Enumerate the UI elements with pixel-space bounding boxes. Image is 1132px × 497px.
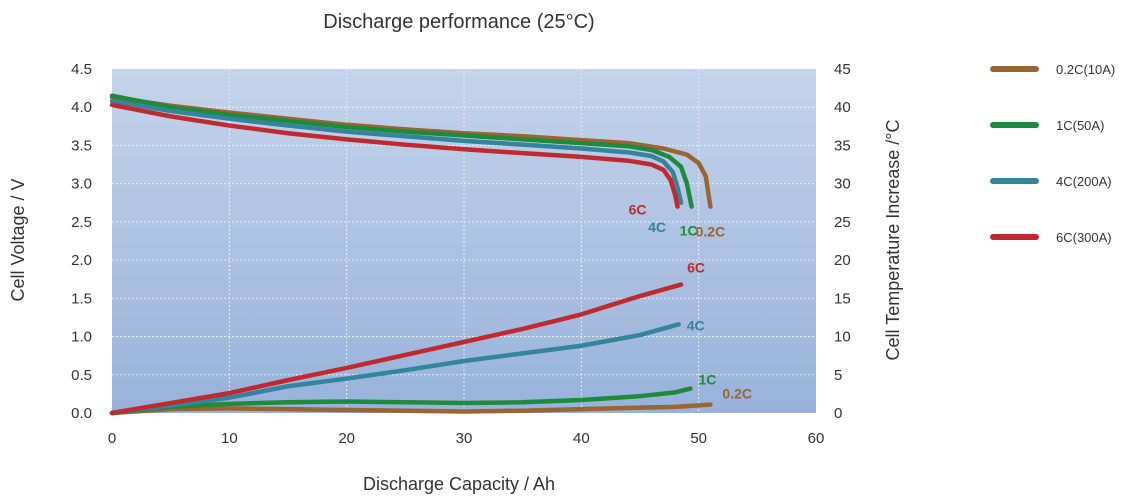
x-tick-label: 0 <box>108 430 116 447</box>
legend-label: 4C(200A) <box>1056 174 1112 189</box>
temperature-line-6c-300a <box>109 282 684 416</box>
right-tick-label: 25 <box>834 214 851 231</box>
left-tick-label: 1.5 <box>71 290 92 307</box>
x-tick-label: 30 <box>456 430 473 447</box>
legend-label: 0.2C(10A) <box>1056 62 1115 77</box>
temperature-line-1c-50a <box>109 386 693 416</box>
right-tick-label: 45 <box>834 61 851 78</box>
chart-title: Discharge performance (25°C) <box>323 11 594 33</box>
x-tick-label: 50 <box>690 430 707 447</box>
voltage-line-0-2c-10a <box>109 95 713 209</box>
left-tick-label: 4.5 <box>71 61 92 78</box>
temperature-line-4c-200a <box>109 322 681 416</box>
right-tick-label: 10 <box>834 329 851 346</box>
voltage-curve-label: 4C <box>648 219 666 235</box>
right-axis-label: Cell Temperature Increase /°C <box>883 120 903 361</box>
voltage-curve-label: 0.2C <box>696 224 726 240</box>
left-tick-label: 2.5 <box>71 214 92 231</box>
right-tick-label: 30 <box>834 176 851 193</box>
voltage-line-6c-300a <box>109 102 680 209</box>
voltage-curve-label: 6C <box>629 202 647 218</box>
right-tick-label: 35 <box>834 137 851 154</box>
temperature-line-0-2c-10a <box>109 402 713 416</box>
right-tick-label: 5 <box>834 367 842 384</box>
gridlines <box>112 69 816 413</box>
right-tick-label: 0 <box>834 405 842 422</box>
series-lines <box>109 93 713 416</box>
voltage-line-4c-200a <box>109 98 684 206</box>
x-axis-label: Discharge Capacity / Ah <box>363 474 555 494</box>
temperature-curve-label: 4C <box>687 317 705 333</box>
x-tick-label: 10 <box>221 430 238 447</box>
x-tick-label: 40 <box>573 430 590 447</box>
temperature-curve-label: 6C <box>687 260 705 276</box>
temperature-curve-label: 1C <box>698 372 716 388</box>
x-tick-label: 60 <box>808 430 825 447</box>
legend: 0.2C(10A) 1C(50A) 4C(200A) 6C(300A) <box>990 62 1115 245</box>
voltage-line-1c-50a <box>109 93 694 209</box>
right-tick-label: 20 <box>834 252 851 269</box>
temperature-curve-label: 0.2C <box>722 386 752 402</box>
left-tick-label: 1.0 <box>71 329 92 346</box>
left-axis-ticks: 0.0 0.5 1.0 1.5 2.0 2.5 3.0 3.5 4.0 4.5 <box>71 61 92 422</box>
right-axis-ticks: 0 5 10 15 20 25 30 35 40 45 <box>834 61 851 422</box>
left-axis-label: Cell Voltage / V <box>8 178 28 301</box>
left-tick-label: 0.0 <box>71 405 92 422</box>
left-tick-label: 0.5 <box>71 367 92 384</box>
left-tick-label: 4.0 <box>71 99 92 116</box>
voltage-curve-label: 1C <box>680 223 698 239</box>
x-tick-label: 20 <box>338 430 355 447</box>
x-axis-ticks: 0 10 20 30 40 50 60 <box>108 430 825 447</box>
right-tick-label: 40 <box>834 99 851 116</box>
legend-label: 1C(50A) <box>1056 118 1104 133</box>
left-tick-label: 2.0 <box>71 252 92 269</box>
left-tick-label: 3.5 <box>71 137 92 154</box>
left-tick-label: 3.0 <box>71 176 92 193</box>
legend-label: 6C(300A) <box>1056 230 1112 245</box>
right-tick-label: 15 <box>834 290 851 307</box>
